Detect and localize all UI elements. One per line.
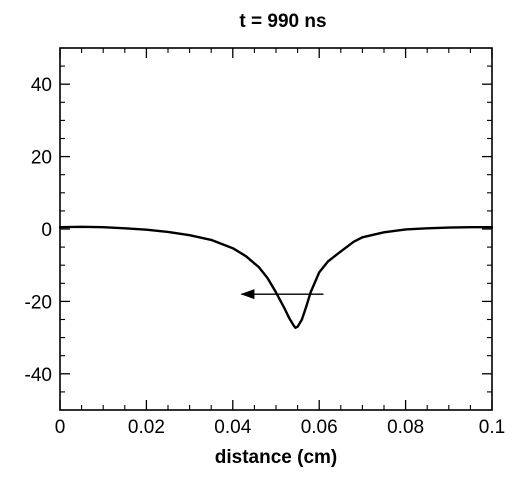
y-axis-ticks bbox=[60, 47, 492, 411]
y-axis-tick-labels: -40 -20 0 20 40 bbox=[25, 75, 52, 386]
x-tick-label: 0.1 bbox=[479, 417, 505, 438]
y-tick-label: -20 bbox=[25, 292, 52, 313]
y-tick-label: 0 bbox=[41, 220, 52, 241]
y-tick-label: -40 bbox=[25, 365, 52, 386]
x-tick-label: 0 bbox=[55, 417, 66, 438]
series-line bbox=[58, 225, 494, 329]
x-axis-ticks bbox=[59, 48, 493, 410]
x-axis-tick-labels: 0 0.02 0.04 0.06 0.08 0.1 bbox=[55, 417, 506, 438]
x-tick-label: 0.06 bbox=[301, 417, 338, 438]
series-layer bbox=[58, 225, 494, 329]
x-axis-label: distance (cm) bbox=[215, 447, 337, 468]
x-tick-label: 0.04 bbox=[214, 417, 251, 438]
x-tick-label: 0.08 bbox=[387, 417, 424, 438]
y-tick-label: 40 bbox=[31, 75, 52, 96]
y-tick-label: 20 bbox=[31, 148, 52, 169]
chart-title: t = 990 ns bbox=[239, 11, 326, 32]
x-tick-label: 0.02 bbox=[128, 417, 165, 438]
